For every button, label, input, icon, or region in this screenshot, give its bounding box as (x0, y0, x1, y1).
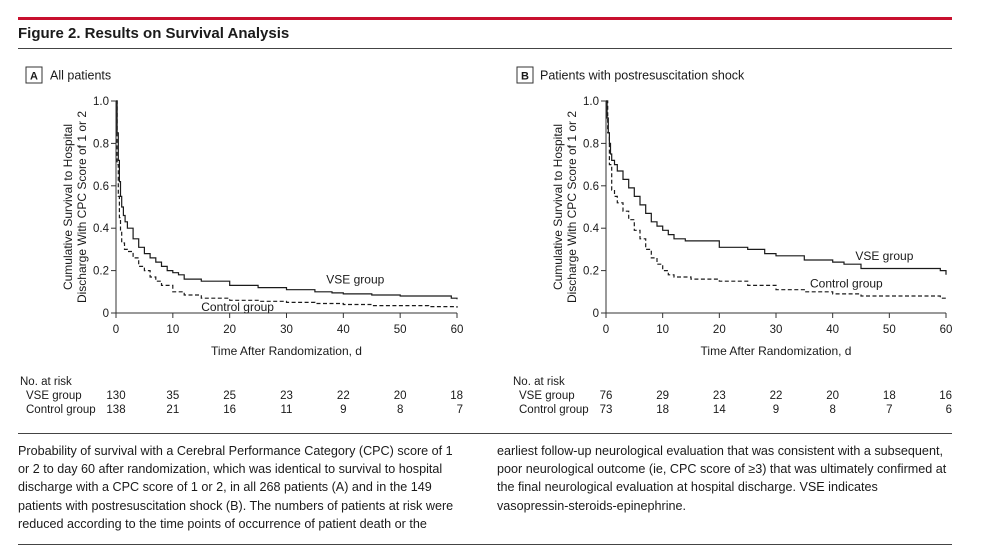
panel-letter-box (25, 66, 43, 84)
x-tick-label: 30 (770, 324, 783, 336)
panel-a-chart: A All patients 0 0.2 0.4 0.6 0.8 1.0 0 10 20 30 40 50… (20, 66, 464, 416)
risk-table-value: 25 (223, 390, 236, 402)
x-tick-label: 0 (603, 324, 609, 336)
risk-table-value: 18 (883, 390, 896, 402)
panel-letter: A (30, 71, 38, 83)
caption-right: earliest follow-up neurological evaluati… (497, 444, 947, 513)
panel-title: All patients (50, 69, 111, 83)
y-tick-label: 1.0 (583, 96, 599, 108)
risk-table-row-label: Control group (26, 404, 96, 416)
x-tick-label: 50 (394, 324, 407, 336)
y-axis-label: Discharge With CPC Score of 1 or 2 (565, 111, 579, 303)
risk-table-value: 6 (946, 404, 952, 416)
x-tick-label: 30 (280, 324, 293, 336)
y-tick-label: 0.2 (93, 266, 109, 278)
risk-table-row-label: VSE group (519, 390, 575, 402)
risk-table-value: 8 (829, 404, 835, 416)
title-rule (18, 48, 952, 49)
risk-table-value: 8 (397, 404, 403, 416)
caption-top-rule (18, 433, 952, 434)
risk-table-value: 73 (600, 404, 613, 416)
panel-title: Patients with postresuscitation shock (540, 69, 745, 83)
risk-table-value: 29 (656, 390, 669, 402)
y-tick-label: 0.6 (583, 181, 599, 193)
y-tick-label: 0.4 (583, 223, 600, 235)
risk-table-value: 7 (886, 404, 892, 416)
curve-annotation: VSE group (326, 272, 384, 286)
y-axis-label: Cumulative Survival to Hospital (551, 124, 565, 290)
risk-table-value: 18 (450, 390, 463, 402)
x-tick-label: 0 (113, 324, 119, 336)
risk-table-value: 16 (223, 404, 236, 416)
x-axis-label: Time After Randomization, d (211, 344, 362, 358)
x-tick-label: 50 (883, 324, 896, 336)
x-tick-label: 20 (713, 324, 726, 336)
risk-table-value: 130 (106, 390, 125, 402)
risk-table-header: No. at risk (20, 376, 72, 388)
curve-annotation: Control group (201, 300, 274, 314)
x-axis-label: Time After Randomization, d (701, 344, 852, 358)
y-axis-label: Cumulative Survival to Hospital (61, 124, 75, 290)
risk-table-value: 22 (337, 390, 350, 402)
control-group-curve (116, 100, 458, 308)
risk-table-row-label: VSE group (26, 390, 82, 402)
risk-table-value: 23 (713, 390, 726, 402)
risk-table-value: 138 (106, 404, 125, 416)
risk-table-value: 21 (166, 404, 179, 416)
y-tick-label: 0.2 (583, 266, 599, 278)
y-axis-label: Discharge With CPC Score of 1 or 2 (75, 111, 89, 303)
x-tick-label: 40 (337, 324, 350, 336)
figure-top-bar (18, 17, 952, 20)
risk-table-value: 18 (656, 404, 669, 416)
curve-annotation: VSE group (855, 249, 913, 263)
risk-table-value: 11 (281, 404, 293, 416)
risk-table-value: 9 (340, 404, 346, 416)
y-tick-label: 1.0 (93, 96, 109, 108)
risk-table-value: 16 (939, 390, 952, 402)
risk-table-value: 20 (394, 390, 407, 402)
panel-b-chart: B Patients with postresuscitation shock00… (513, 66, 953, 416)
figure-title: Figure 2. Results on Survival Analysis (18, 25, 290, 42)
caption-left: Probability of survival with a Cerebral … (18, 444, 454, 531)
control-group-curve (606, 100, 947, 301)
risk-table-value: 14 (713, 404, 726, 416)
risk-table-value: 9 (773, 404, 779, 416)
y-tick-label: 0 (103, 308, 109, 320)
risk-table-row-label: Control group (519, 404, 589, 416)
y-tick-label: 0.6 (93, 181, 109, 193)
risk-table-value: 35 (166, 390, 179, 402)
x-tick-label: 40 (826, 324, 839, 336)
panel-letter: B (521, 71, 529, 83)
curve-annotation: Control group (810, 277, 883, 291)
y-tick-label: 0 (593, 308, 599, 320)
y-tick-label: 0.4 (93, 223, 110, 235)
risk-table-value: 76 (600, 390, 613, 402)
x-tick-label: 60 (940, 324, 953, 336)
y-tick-label: 0.8 (583, 138, 599, 150)
panel-letter-box (516, 66, 534, 84)
x-tick-label: 10 (166, 324, 179, 336)
risk-table-value: 20 (826, 390, 839, 402)
risk-table-value: 23 (280, 390, 293, 402)
vse-group-curve (116, 100, 458, 300)
x-tick-label: 60 (451, 324, 464, 336)
caption-bottom-rule (18, 544, 952, 545)
vse-group-curve (606, 100, 947, 275)
x-tick-label: 20 (223, 324, 236, 336)
risk-table-header: No. at risk (513, 376, 565, 388)
risk-table-value: 22 (770, 390, 783, 402)
x-tick-label: 10 (656, 324, 669, 336)
y-tick-label: 0.8 (93, 138, 109, 150)
risk-table-value: 7 (457, 404, 463, 416)
